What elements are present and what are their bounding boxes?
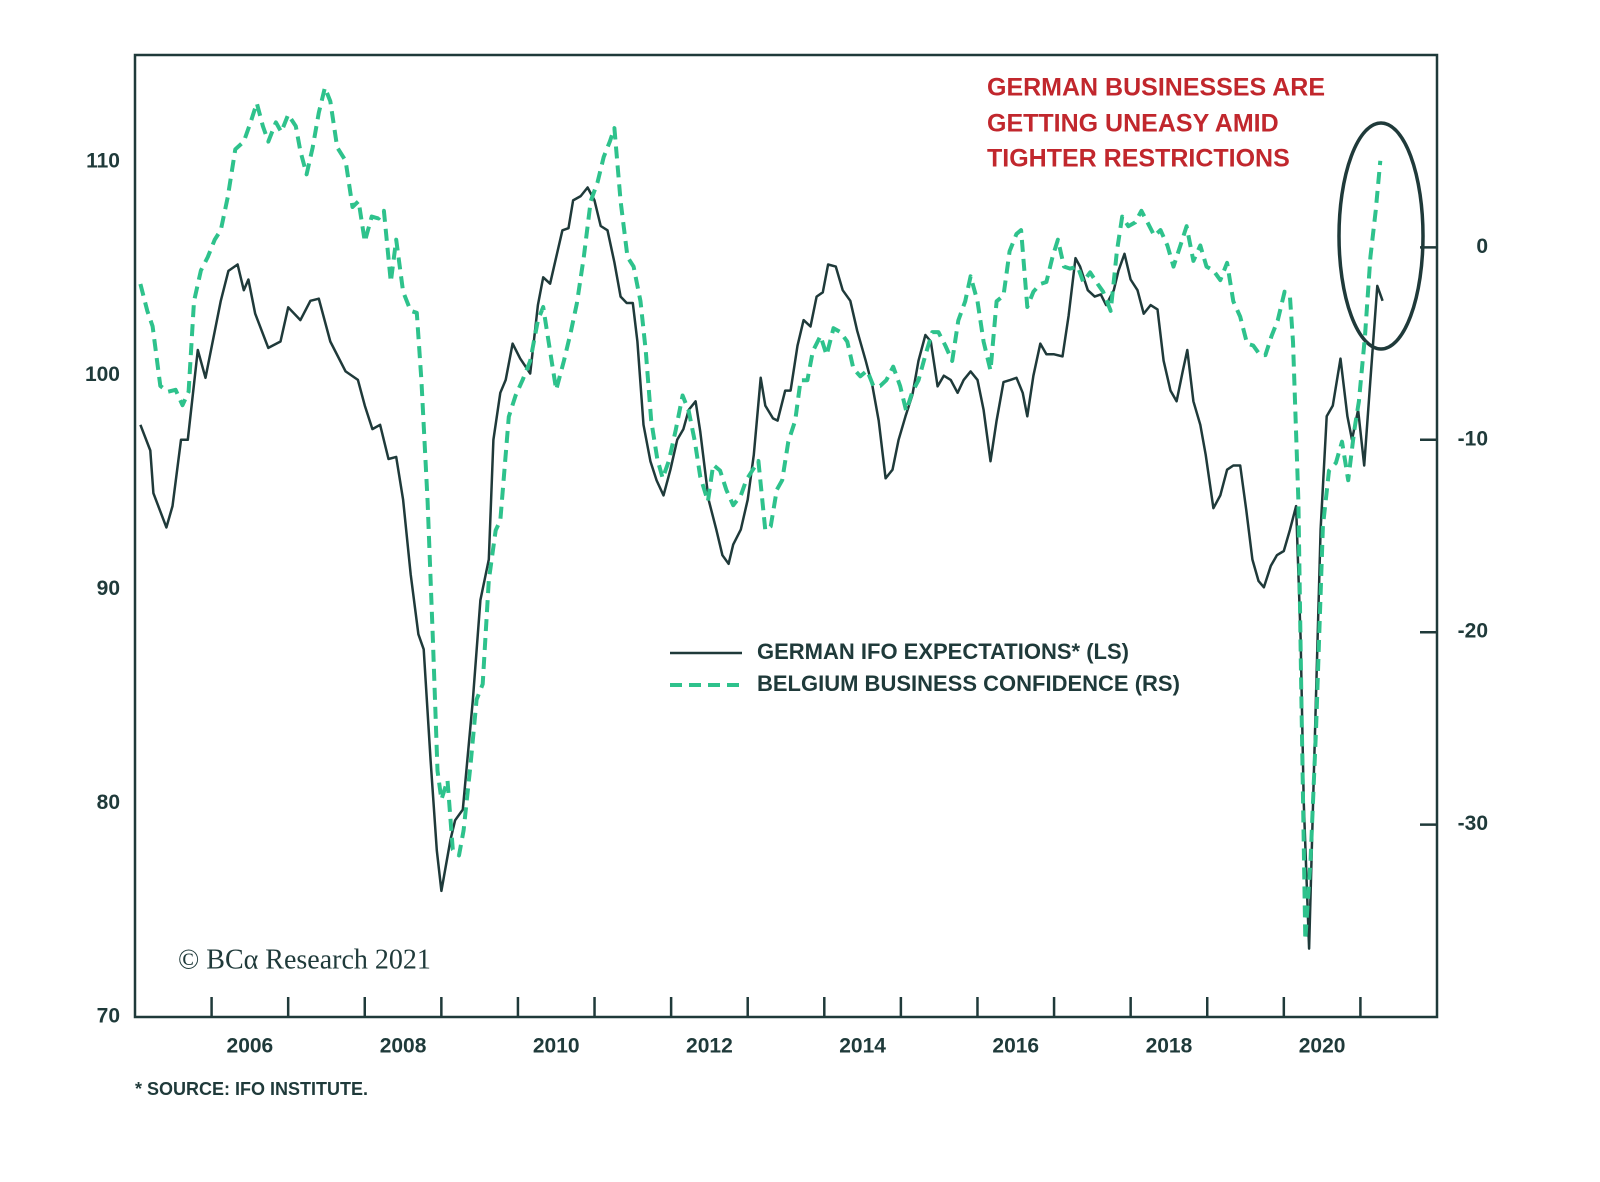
y-tick-label: 110 [86, 149, 120, 172]
legend-label: BELGIUM BUSINESS CONFIDENCE (RS) [757, 671, 1180, 696]
y2-tick-label: -10 [1458, 427, 1488, 450]
y-tick-label: 80 [97, 791, 120, 814]
y-tick-label: 100 [85, 363, 120, 386]
x-tick-label: 2006 [227, 1035, 274, 1058]
y2-tick-label: 0 [1476, 235, 1488, 258]
y2-tick-label: -30 [1458, 812, 1488, 835]
highlight-ellipse [1337, 121, 1425, 351]
plot-frame [133, 53, 1439, 1019]
x-tick-label: 2010 [533, 1035, 580, 1058]
source-note: * SOURCE: IFO INSTITUTE. [135, 1079, 368, 1099]
annotation: GETTING UNEASY AMID [987, 110, 1279, 138]
annotation: GERMAN BUSINESSES ARE [987, 74, 1325, 102]
watermark: © BCα Research 2021 [178, 944, 431, 975]
x-tick-label: 2014 [839, 1035, 886, 1058]
x-tick-label: 2012 [686, 1035, 733, 1058]
x-tick-label: 2018 [1146, 1035, 1193, 1058]
y-tick-label: 70 [97, 1005, 120, 1028]
series-line [138, 85, 1383, 942]
y-tick-label: 90 [97, 577, 120, 600]
x-tick-label: 2020 [1299, 1035, 1346, 1058]
x-tick-label: 2016 [992, 1035, 1039, 1058]
legend-label: GERMAN IFO EXPECTATIONS* (LS) [757, 639, 1129, 664]
series-line [139, 186, 1384, 950]
annotation: TIGHTER RESTRICTIONS [987, 145, 1290, 173]
y2-tick-label: -20 [1458, 620, 1488, 643]
x-tick-label: 2008 [380, 1035, 427, 1058]
